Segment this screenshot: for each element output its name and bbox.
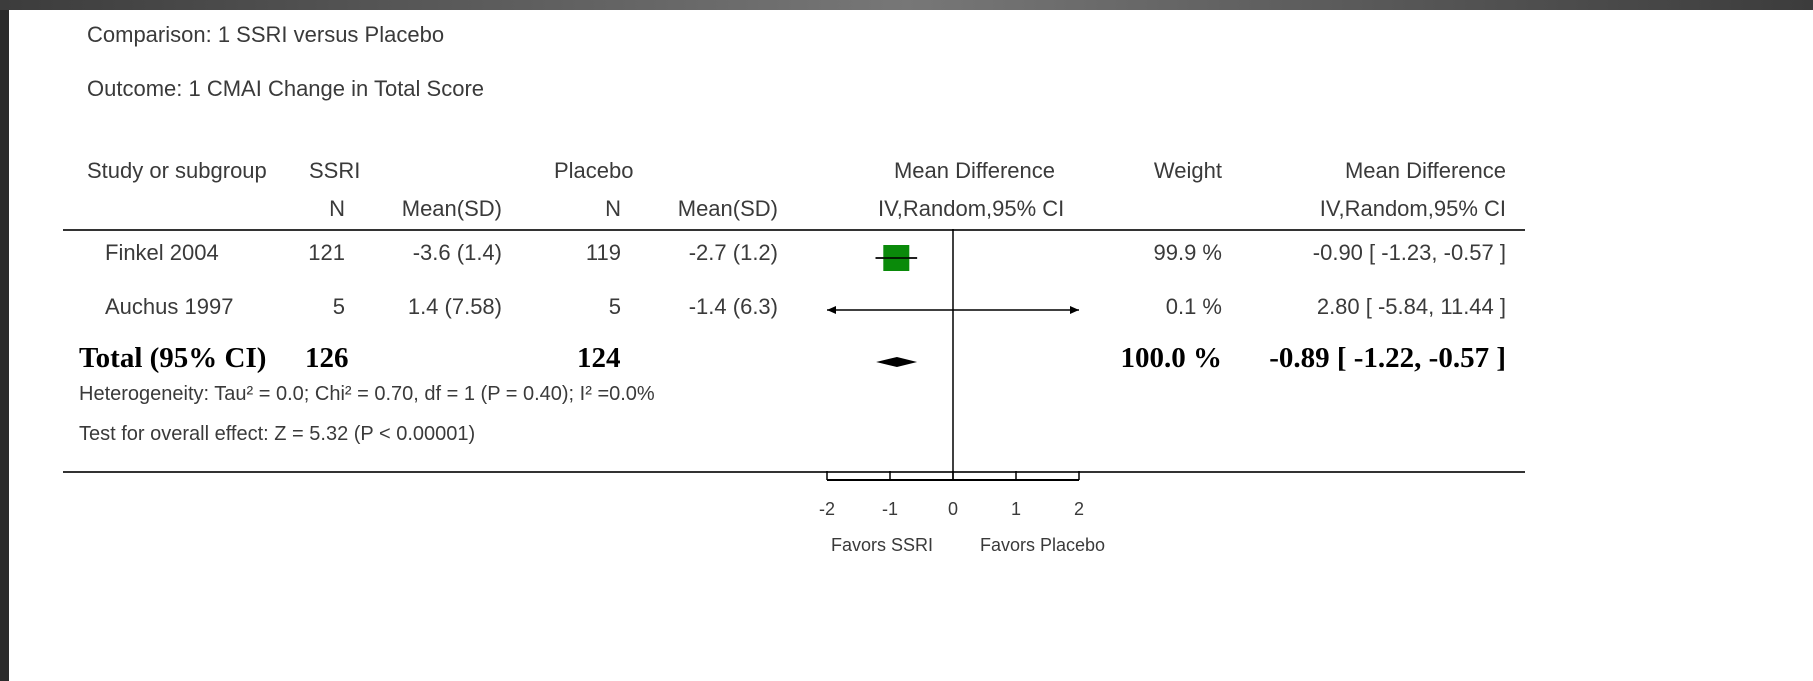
header-placebo-mean: Mean(SD) (677, 196, 778, 221)
favors-placebo-label: Favors Placebo (980, 535, 1106, 555)
overall-effect: Test for overall effect: Z = 5.32 (P < 0… (79, 423, 476, 445)
header-ssri-n: N (329, 196, 345, 221)
placebo-mean: -2.7 (1.2) (688, 240, 778, 265)
x-tick-label: 1 (1011, 499, 1021, 519)
header-divider (63, 229, 1525, 231)
placebo-n: 5 (608, 294, 621, 319)
outcome-line: Outcome: 1 CMAI Change in Total Score (87, 76, 485, 101)
placebo-n: 119 (585, 240, 621, 265)
ci-arrow-right (1070, 306, 1079, 314)
ssri-mean: 1.4 (7.58) (407, 294, 502, 319)
x-tick-label: -2 (819, 499, 835, 519)
placebo-mean: -1.4 (6.3) (688, 294, 778, 319)
comparison-line: Comparison: 1 SSRI versus Placebo (87, 22, 445, 47)
header-md-method: IV,Random,95% CI (1319, 196, 1506, 221)
forest-plot-svg: -2 -1 0 1 2 (819, 229, 1084, 519)
header-placebo: Placebo (554, 158, 634, 183)
total-placebo-n: 124 (577, 342, 621, 374)
total-diamond (876, 357, 918, 367)
header-md: Mean Difference (1344, 158, 1506, 183)
heterogeneity: Heterogeneity: Tau² = 0.0; Chi² = 0.70, … (79, 383, 655, 405)
forest-plot-panel: Comparison: 1 SSRI versus Placebo Outcom… (9, 10, 1813, 681)
header-placebo-n: N (605, 196, 621, 221)
x-tick-label: 2 (1074, 499, 1084, 519)
total-label: Total (95% CI) (79, 342, 267, 374)
header-ssri-mean: Mean(SD) (401, 196, 502, 221)
study-md: -0.90 [ -1.23, -0.57 ] (1312, 240, 1506, 265)
header-study: Study or subgroup (87, 158, 267, 183)
total-ssri-n: 126 (305, 342, 349, 374)
header-md-plot: Mean Difference (893, 158, 1055, 183)
study-weight: 99.9 % (1153, 240, 1223, 265)
x-tick-label: -1 (882, 499, 898, 519)
header-weight: Weight (1153, 158, 1222, 183)
ssri-mean: -3.6 (1.4) (412, 240, 502, 265)
total-weight: 100.0 % (1120, 342, 1223, 374)
total-md: -0.89 [ -1.22, -0.57 ] (1269, 342, 1506, 374)
favors-ssri-label: Favors SSRI (831, 535, 934, 555)
study-weight: 0.1 % (1165, 294, 1222, 319)
study-md: 2.80 [ -5.84, 11.44 ] (1316, 294, 1506, 319)
study-name: Finkel 2004 (105, 240, 219, 265)
footer-divider (63, 471, 1525, 473)
ssri-n: 5 (332, 294, 345, 319)
ssri-n: 121 (308, 240, 345, 265)
top-bar (0, 0, 1813, 10)
ci-arrow-left (827, 306, 836, 314)
study-name: Auchus 1997 (105, 294, 234, 319)
header-ssri: SSRI (309, 158, 361, 183)
x-tick-label: 0 (948, 499, 958, 519)
header-md-plot-method: IV,Random,95% CI (878, 196, 1065, 221)
